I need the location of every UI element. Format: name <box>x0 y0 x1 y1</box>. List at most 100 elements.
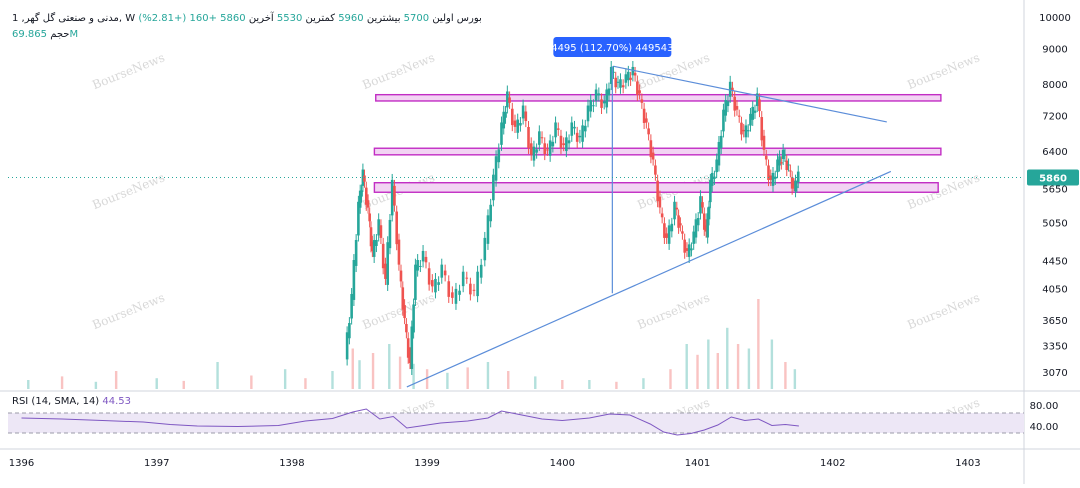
candle-body <box>419 265 422 267</box>
watermark-text: BourseNews <box>90 290 166 332</box>
candle-body <box>792 184 796 186</box>
candle-body <box>673 201 676 220</box>
candle-body <box>358 190 362 208</box>
candle-body <box>670 223 674 232</box>
volume-bar <box>685 344 688 389</box>
volume-bar <box>726 327 729 389</box>
candle-body <box>751 106 755 120</box>
candle-body <box>546 149 549 151</box>
candle-body <box>372 240 376 257</box>
y-tick-label: 10000 <box>1039 13 1071 24</box>
trendline <box>613 65 887 123</box>
candle-body <box>640 99 644 103</box>
candle-body <box>785 160 789 171</box>
watermark-text: BourseNews <box>635 290 711 332</box>
y-tick-label: 7200 <box>1042 112 1067 123</box>
candle-body <box>369 227 373 247</box>
candle-body <box>516 119 520 133</box>
candle-body <box>406 338 410 358</box>
volume-bar <box>351 348 354 389</box>
volume-bar <box>770 339 774 389</box>
candle-body <box>403 305 406 319</box>
candle-body <box>543 143 547 155</box>
candle-body <box>551 141 555 147</box>
candle-body <box>685 248 689 251</box>
candle-body <box>762 135 766 150</box>
candle-body <box>724 100 727 116</box>
x-tick-label: 1398 <box>279 458 304 469</box>
candle-body <box>502 111 506 129</box>
candle-body <box>789 170 792 172</box>
candle-body <box>472 289 476 291</box>
candle-body <box>649 140 653 158</box>
candle-body <box>360 190 363 197</box>
x-tick-label: 1401 <box>685 458 710 469</box>
candle-body <box>483 237 487 261</box>
volume-bar <box>371 353 375 389</box>
candle-body <box>565 137 568 152</box>
candle-body <box>795 186 799 188</box>
volume-bar <box>784 362 787 389</box>
candle-body <box>621 85 625 88</box>
candle-body <box>554 122 557 138</box>
candle-body <box>694 219 698 238</box>
volume-bar <box>216 362 219 389</box>
volume-bar <box>398 356 402 389</box>
candle-body <box>760 117 764 141</box>
volume-bar <box>747 348 751 389</box>
candle-body <box>350 293 353 319</box>
candle-body <box>778 156 781 166</box>
volume-bar <box>358 360 361 389</box>
candle-body <box>660 213 664 218</box>
candle-body <box>440 264 444 278</box>
candle-body <box>443 270 447 276</box>
candle-body <box>713 176 716 179</box>
watermark-text: BourseNews <box>90 170 166 212</box>
candle-body <box>424 256 428 263</box>
candle-body <box>364 187 368 205</box>
candle-body <box>709 179 712 203</box>
candle-body <box>675 207 679 210</box>
candle-body <box>733 96 736 111</box>
candle-body <box>465 277 469 279</box>
candle-body <box>427 268 431 285</box>
candle-body <box>497 149 501 163</box>
candle-body <box>627 71 630 81</box>
candle-body <box>753 110 757 113</box>
candle-body <box>375 239 378 246</box>
candle-body <box>764 155 768 160</box>
candle-body <box>494 156 498 181</box>
candle-body <box>410 326 414 369</box>
candle-body <box>654 165 657 175</box>
volume-bar <box>155 378 158 389</box>
volume-bar <box>615 381 618 389</box>
candle-body <box>486 215 490 244</box>
candle-body <box>379 225 383 238</box>
candle-body <box>395 211 398 245</box>
candle-body <box>749 113 752 126</box>
candle-body <box>521 105 525 119</box>
candle-body <box>397 239 401 265</box>
x-tick-label: 1399 <box>414 458 439 469</box>
candle-body <box>704 225 708 232</box>
candle-body <box>783 154 787 156</box>
candle-body <box>677 215 680 228</box>
candle-body <box>594 89 598 101</box>
candle-body <box>636 81 639 95</box>
candle-body <box>416 260 419 271</box>
candle-body <box>607 88 611 96</box>
y-tick-label: 5050 <box>1042 218 1067 229</box>
market-name: بورس <box>456 13 482 24</box>
measure-label: 4495 (112.70%) 449543 <box>551 43 673 54</box>
candle-body <box>532 146 536 161</box>
candle-body <box>776 159 779 173</box>
y-tick-label: 6400 <box>1042 147 1067 158</box>
candle-body <box>524 111 528 122</box>
candle-body <box>451 292 454 298</box>
candle-body <box>629 77 632 80</box>
candle-body <box>386 242 389 285</box>
volume-bar <box>425 369 429 389</box>
x-tick-label: 1396 <box>9 458 34 469</box>
